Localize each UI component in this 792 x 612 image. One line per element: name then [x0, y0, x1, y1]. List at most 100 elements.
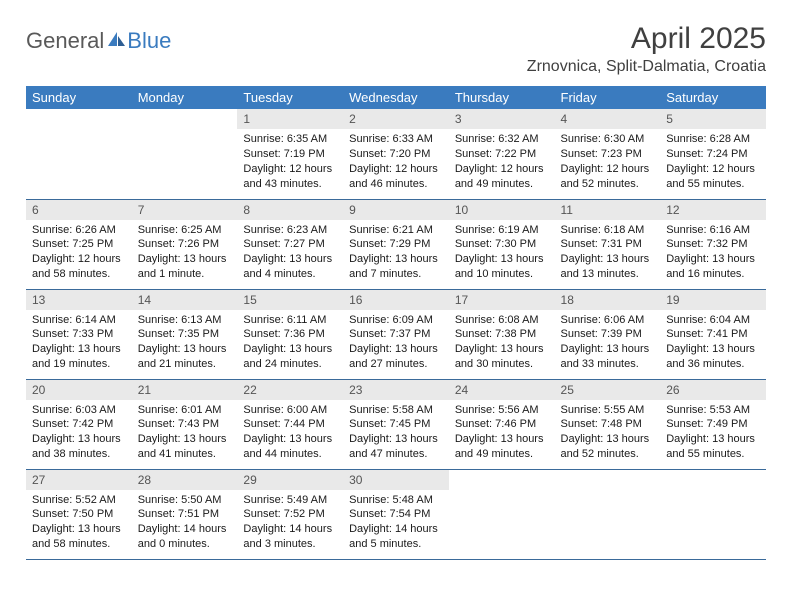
daylight-line: Daylight: 13 hours and 10 minutes.	[455, 252, 549, 282]
sunrise-line: Sunrise: 6:03 AM	[32, 403, 126, 418]
calendar-cell: 30Sunrise: 5:48 AMSunset: 7:54 PMDayligh…	[343, 469, 449, 559]
day-details: Sunrise: 5:58 AMSunset: 7:45 PMDaylight:…	[343, 400, 449, 468]
sunset-line: Sunset: 7:52 PM	[243, 507, 337, 522]
daylight-line: Daylight: 13 hours and 13 minutes.	[561, 252, 655, 282]
daylight-line: Daylight: 14 hours and 5 minutes.	[349, 522, 443, 552]
day-header: Friday	[555, 86, 661, 109]
daylight-line: Daylight: 12 hours and 43 minutes.	[243, 162, 337, 192]
calendar-cell: 14Sunrise: 6:13 AMSunset: 7:35 PMDayligh…	[132, 289, 238, 379]
sunset-line: Sunset: 7:50 PM	[32, 507, 126, 522]
day-details: Sunrise: 6:16 AMSunset: 7:32 PMDaylight:…	[660, 220, 766, 288]
calendar-cell: 11Sunrise: 6:18 AMSunset: 7:31 PMDayligh…	[555, 199, 661, 289]
sunset-line: Sunset: 7:51 PM	[138, 507, 232, 522]
sunset-line: Sunset: 7:43 PM	[138, 417, 232, 432]
sunrise-line: Sunrise: 5:53 AM	[666, 403, 760, 418]
day-details: Sunrise: 6:09 AMSunset: 7:37 PMDaylight:…	[343, 310, 449, 378]
sunset-line: Sunset: 7:36 PM	[243, 327, 337, 342]
calendar-table: SundayMondayTuesdayWednesdayThursdayFrid…	[26, 86, 766, 560]
calendar-cell: 17Sunrise: 6:08 AMSunset: 7:38 PMDayligh…	[449, 289, 555, 379]
day-details: Sunrise: 6:23 AMSunset: 7:27 PMDaylight:…	[237, 220, 343, 288]
day-number: 21	[132, 380, 238, 400]
daylight-line: Daylight: 13 hours and 30 minutes.	[455, 342, 549, 372]
day-number: 19	[660, 290, 766, 310]
day-number: 27	[26, 470, 132, 490]
calendar-cell: 16Sunrise: 6:09 AMSunset: 7:37 PMDayligh…	[343, 289, 449, 379]
daylight-line: Daylight: 13 hours and 49 minutes.	[455, 432, 549, 462]
sunrise-line: Sunrise: 6:11 AM	[243, 313, 337, 328]
day-header: Tuesday	[237, 86, 343, 109]
calendar-cell: 23Sunrise: 5:58 AMSunset: 7:45 PMDayligh…	[343, 379, 449, 469]
sunrise-line: Sunrise: 5:55 AM	[561, 403, 655, 418]
calendar-cell: 18Sunrise: 6:06 AMSunset: 7:39 PMDayligh…	[555, 289, 661, 379]
sunrise-line: Sunrise: 5:48 AM	[349, 493, 443, 508]
day-number: 8	[237, 200, 343, 220]
calendar-cell: ..	[555, 469, 661, 559]
sunset-line: Sunset: 7:48 PM	[561, 417, 655, 432]
daylight-line: Daylight: 14 hours and 0 minutes.	[138, 522, 232, 552]
day-number: 18	[555, 290, 661, 310]
daylight-line: Daylight: 12 hours and 55 minutes.	[666, 162, 760, 192]
sunrise-line: Sunrise: 6:32 AM	[455, 132, 549, 147]
day-number: 11	[555, 200, 661, 220]
sunset-line: Sunset: 7:32 PM	[666, 237, 760, 252]
daylight-line: Daylight: 12 hours and 46 minutes.	[349, 162, 443, 192]
daylight-line: Daylight: 13 hours and 52 minutes.	[561, 432, 655, 462]
sunset-line: Sunset: 7:41 PM	[666, 327, 760, 342]
day-number: 16	[343, 290, 449, 310]
sunrise-line: Sunrise: 6:06 AM	[561, 313, 655, 328]
day-number: 24	[449, 380, 555, 400]
day-header: Sunday	[26, 86, 132, 109]
daylight-line: Daylight: 13 hours and 47 minutes.	[349, 432, 443, 462]
calendar-cell: 15Sunrise: 6:11 AMSunset: 7:36 PMDayligh…	[237, 289, 343, 379]
calendar-cell: 13Sunrise: 6:14 AMSunset: 7:33 PMDayligh…	[26, 289, 132, 379]
sunrise-line: Sunrise: 6:09 AM	[349, 313, 443, 328]
sunset-line: Sunset: 7:54 PM	[349, 507, 443, 522]
calendar-cell: 28Sunrise: 5:50 AMSunset: 7:51 PMDayligh…	[132, 469, 238, 559]
sunset-line: Sunset: 7:45 PM	[349, 417, 443, 432]
day-details: Sunrise: 6:30 AMSunset: 7:23 PMDaylight:…	[555, 129, 661, 197]
day-details: Sunrise: 6:18 AMSunset: 7:31 PMDaylight:…	[555, 220, 661, 288]
day-details: Sunrise: 5:49 AMSunset: 7:52 PMDaylight:…	[237, 490, 343, 558]
day-header: Saturday	[660, 86, 766, 109]
calendar-row: 27 Sunrise: 5:52 AMSunset: 7:50 PM Dayligh…	[26, 469, 766, 559]
sunset-line: Sunset: 7:22 PM	[455, 147, 549, 162]
calendar-cell: 29Sunrise: 5:49 AMSunset: 7:52 PMDayligh…	[237, 469, 343, 559]
daylight-line: Daylight: 12 hours and 49 minutes.	[455, 162, 549, 192]
calendar-cell: 26Sunrise: 5:53 AMSunset: 7:49 PMDayligh…	[660, 379, 766, 469]
calendar-cell: 3Sunrise: 6:32 AMSunset: 7:22 PMDaylight…	[449, 109, 555, 199]
calendar-cell: 22Sunrise: 6:00 AMSunset: 7:44 PMDayligh…	[237, 379, 343, 469]
calendar-cell: ..	[449, 469, 555, 559]
day-details: Sunrise: 6:35 AMSunset: 7:19 PMDaylight:…	[237, 129, 343, 197]
sunset-line: Sunset: 7:44 PM	[243, 417, 337, 432]
sunrise-line: Sunrise: 6:08 AM	[455, 313, 549, 328]
sunset-line: Sunset: 7:25 PM	[32, 237, 126, 252]
brand-logo: General Blue	[26, 22, 171, 54]
day-number: 13	[26, 290, 132, 310]
sunset-line: Sunset: 7:20 PM	[349, 147, 443, 162]
day-number: 6	[26, 200, 132, 220]
day-number: 1	[237, 109, 343, 129]
day-details: Sunrise: 6:25 AMSunset: 7:26 PMDaylight:…	[132, 220, 238, 288]
day-details: Sunrise: 6:14 AMSunset: 7:33 PMDaylight:…	[26, 310, 132, 378]
day-details: Sunrise: 5:55 AMSunset: 7:48 PMDaylight:…	[555, 400, 661, 468]
calendar-row: ....1Sunrise: 6:35 AMSunset: 7:19 PMDayl…	[26, 109, 766, 199]
calendar-cell: 6Sunrise: 6:26 AMSunset: 7:25 PMDaylight…	[26, 199, 132, 289]
daylight-line: Daylight: 13 hours and 44 minutes.	[243, 432, 337, 462]
day-number: 28	[132, 470, 238, 490]
daylight-line: Daylight: 13 hours and 36 minutes.	[666, 342, 760, 372]
sunrise-line: Sunrise: 6:35 AM	[243, 132, 337, 147]
calendar-cell: 19Sunrise: 6:04 AMSunset: 7:41 PMDayligh…	[660, 289, 766, 379]
day-details: Sunrise: 6:08 AMSunset: 7:38 PMDaylight:…	[449, 310, 555, 378]
day-number: 20	[26, 380, 132, 400]
day-details: Sunrise: 5:53 AMSunset: 7:49 PMDaylight:…	[660, 400, 766, 468]
calendar-cell: 21Sunrise: 6:01 AMSunset: 7:43 PMDayligh…	[132, 379, 238, 469]
calendar-cell: 7Sunrise: 6:25 AMSunset: 7:26 PMDaylight…	[132, 199, 238, 289]
calendar-cell: 4Sunrise: 6:30 AMSunset: 7:23 PMDaylight…	[555, 109, 661, 199]
calendar-cell: 12Sunrise: 6:16 AMSunset: 7:32 PMDayligh…	[660, 199, 766, 289]
sunset-line: Sunset: 7:30 PM	[455, 237, 549, 252]
calendar-cell: 9Sunrise: 6:21 AMSunset: 7:29 PMDaylight…	[343, 199, 449, 289]
daylight-line: Daylight: 14 hours and 3 minutes.	[243, 522, 337, 552]
daylight-line: Daylight: 13 hours and 33 minutes.	[561, 342, 655, 372]
sunrise-line: Sunrise: 5:52 AM	[32, 493, 126, 508]
day-header: Wednesday	[343, 86, 449, 109]
